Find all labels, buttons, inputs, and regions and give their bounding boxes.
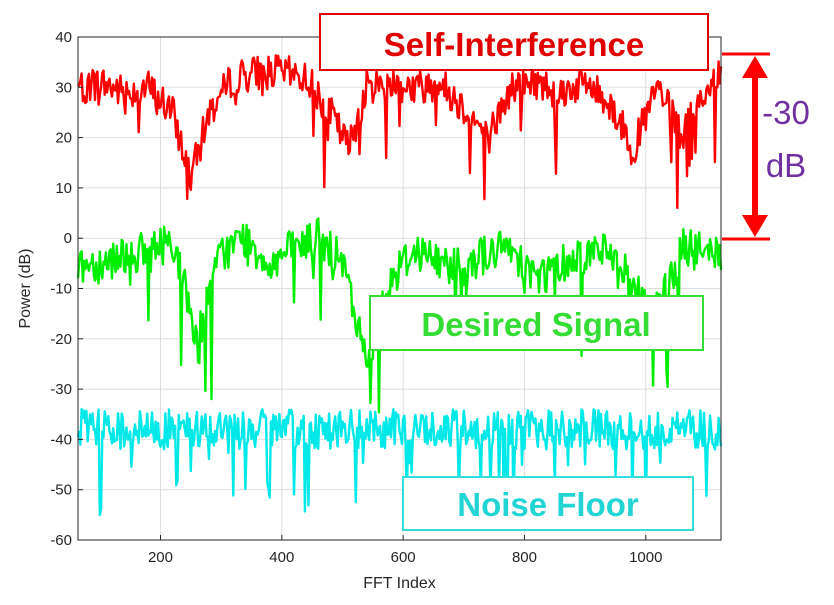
y-tick-label: 0: [64, 230, 72, 247]
y-tick-label: 40: [55, 29, 72, 46]
series-line-self-interference: [77, 54, 723, 210]
y-tick-label: -20: [50, 331, 72, 348]
noise-floor-label: Noise Floor: [457, 486, 639, 523]
tick-labels: 40 30 20 10 0 -10 -20 -30 -40 -50 -60 200 400 600 800 1…: [50, 29, 662, 566]
x-tick-label: 800: [512, 549, 537, 566]
y-tick-label: -30: [50, 381, 72, 398]
x-tick-label: 1000: [629, 549, 662, 566]
y-tick-label: -10: [50, 281, 72, 298]
y-tick-label: -50: [50, 482, 72, 499]
x-tick-label: 600: [391, 549, 416, 566]
series-layer: [76, 54, 723, 529]
gap-unit: dB: [766, 147, 806, 184]
gap-value: -30: [762, 94, 810, 131]
gap-indicator: -30 dB: [722, 52, 810, 241]
noise-floor-box: [402, 476, 694, 531]
y-tick-label: -60: [50, 532, 72, 549]
gap-arrow-down-icon: [742, 215, 768, 237]
gap-arrow-up-icon: [742, 56, 768, 78]
y-tick-label: -40: [50, 431, 72, 448]
series-line-desired-signal: [76, 217, 723, 414]
y-tick-label: 30: [55, 79, 72, 96]
x-tick-label: 400: [269, 549, 294, 566]
self-interference-box: [319, 13, 709, 71]
self-interference-callout: Self-Interference: [319, 13, 709, 71]
series-line-noise-floor: [76, 408, 723, 529]
y-tick-label: 20: [55, 130, 72, 147]
y-axis-title: Power (dB): [17, 248, 34, 328]
desired-signal-box: [369, 295, 704, 351]
self-interference-label: Self-Interference: [384, 26, 644, 63]
y-tick-label: 10: [55, 180, 72, 197]
desired-signal-label: Desired Signal: [421, 306, 650, 343]
x-axis-title: FFT Index: [363, 575, 436, 592]
noise-floor-callout: Noise Floor: [402, 476, 694, 531]
desired-signal-callout: Desired Signal: [369, 295, 704, 351]
x-tick-label: 200: [148, 549, 173, 566]
